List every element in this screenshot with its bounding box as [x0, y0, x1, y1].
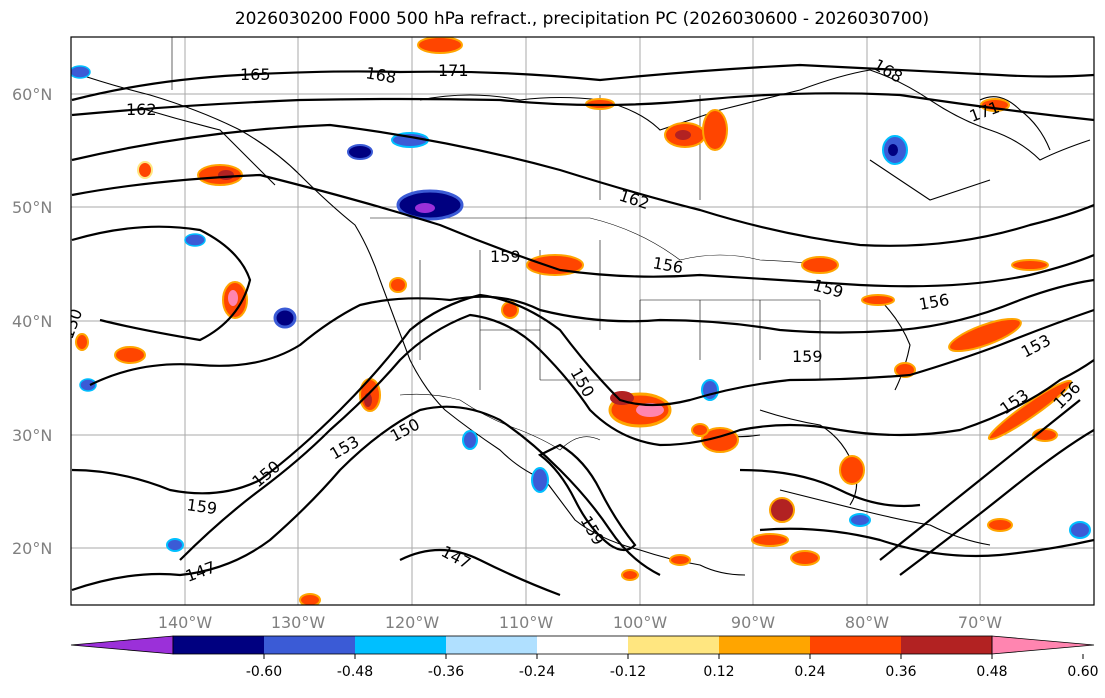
contour-label: 159 [792, 347, 823, 366]
colorbar-tick-label: 0.12 [703, 664, 734, 680]
contour-label: 162 [126, 100, 157, 119]
colorbar-tick-label: 0.24 [794, 664, 825, 680]
colorbar-segment [446, 636, 538, 654]
lon-label: 120°W [385, 613, 440, 632]
graticule [71, 37, 1094, 605]
colorbar-tick-label: -0.36 [428, 664, 464, 680]
contour-label: 159 [490, 247, 521, 266]
refractivity-contours [71, 63, 1094, 597]
colorbar-segment [537, 636, 629, 654]
colorbar-tick-label: -0.60 [246, 664, 282, 680]
colorbar-tick-label: 0.60 [1067, 664, 1098, 680]
lon-label: 140°W [158, 613, 213, 632]
longitude-labels: 140°W 130°W 120°W 110°W 100°W 90°W 80°W … [158, 613, 1002, 632]
colorbar-frame [172, 635, 993, 655]
lon-label: 90°W [731, 613, 775, 632]
colorbar-tick-label: 0.36 [885, 664, 916, 680]
lat-label: 30°N [12, 426, 52, 445]
lat-label: 20°N [12, 539, 52, 558]
colorbar-segment [264, 636, 356, 654]
map-frame [70, 36, 1095, 606]
political-borders [171, 37, 831, 451]
lat-label: 50°N [12, 198, 52, 217]
lat-label: 60°N [12, 85, 52, 104]
colorbar-extend-high [991, 635, 1095, 655]
colorbar-extend-low [70, 635, 174, 655]
contour-label: 159 [185, 495, 218, 518]
lon-label: 110°W [499, 613, 554, 632]
colorbar-segment [901, 636, 993, 654]
colorbar-tick-label: -0.12 [610, 664, 646, 680]
colorbar-segment [719, 636, 811, 654]
colorbar: -0.60 -0.48 -0.36 -0.24 -0.12 0.12 0.24 0.36 0.4… [70, 635, 1099, 680]
colorbar-tick-label: -0.48 [337, 664, 373, 680]
colorbar-segment [810, 636, 902, 654]
contour-label: 171 [438, 61, 469, 80]
precipitation-shading [71, 37, 1091, 605]
colorbar-segment [628, 636, 720, 654]
colorbar-tick-label: 0.48 [976, 664, 1007, 680]
colorbar-segment [355, 636, 447, 654]
colorbar-tick-label: -0.24 [519, 664, 555, 680]
lon-label: 130°W [271, 613, 326, 632]
lon-label: 100°W [613, 613, 668, 632]
chart-title: 2026030200 F000 500 hPa refract., precip… [234, 9, 930, 29]
lon-label: 80°W [845, 613, 889, 632]
lon-label: 70°W [958, 613, 1002, 632]
lat-label: 40°N [12, 312, 52, 331]
latitude-labels: 60°N 50°N 40°N 30°N 20°N [12, 85, 52, 558]
colorbar-segment [173, 636, 265, 654]
contour-label: 165 [240, 65, 271, 84]
